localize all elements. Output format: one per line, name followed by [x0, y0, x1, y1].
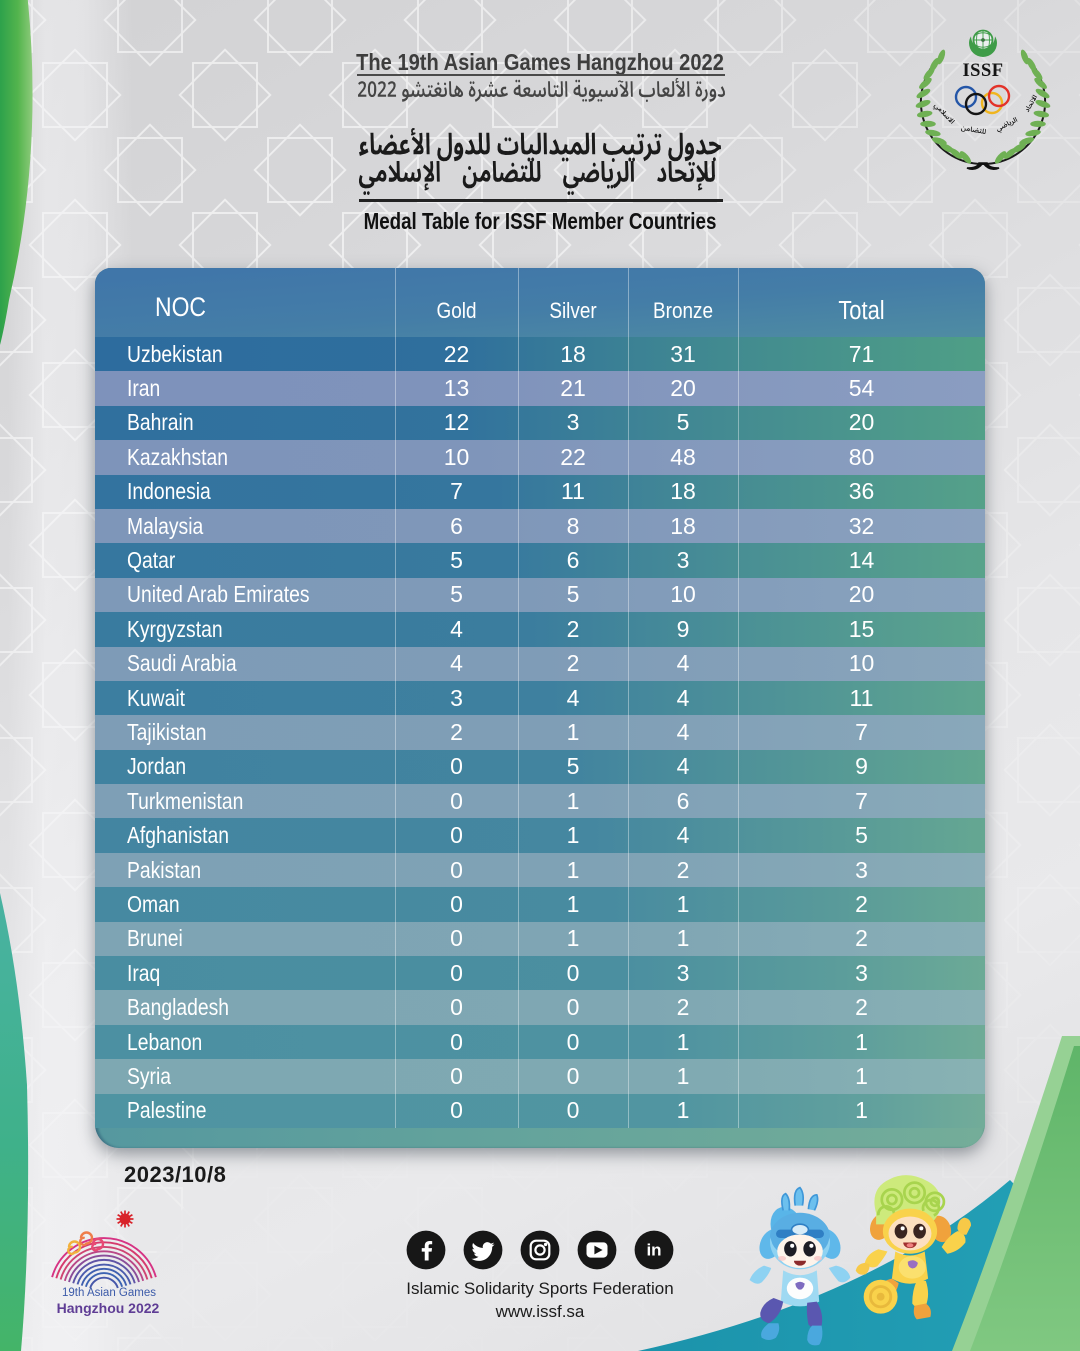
svg-text:ISSF: ISSF: [962, 61, 1003, 81]
svg-text:19th Asian Games: 19th Asian Games: [62, 1287, 156, 1299]
svg-text:in: in: [646, 1241, 661, 1260]
svg-text:Hangzhou 2022: Hangzhou 2022: [57, 1300, 160, 1316]
